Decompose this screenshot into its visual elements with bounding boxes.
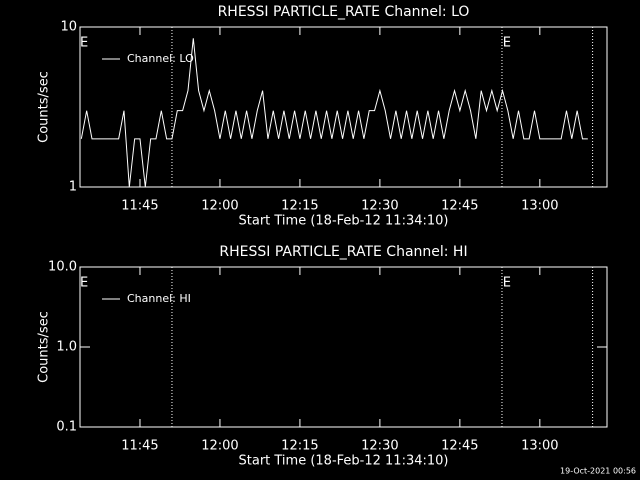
legend-label: Channel: HI (127, 292, 191, 305)
y-axis-label: Counts/sec (37, 311, 52, 383)
data-line (80, 38, 588, 188)
y-tick-label: 0.1 (56, 420, 77, 435)
chart-title: RHESSI PARTICLE_RATE Channel: LO (218, 4, 470, 20)
x-tick-label: 13:00 (521, 439, 558, 454)
plot-frame (79, 266, 608, 428)
x-axis-label: Start Time (18-Feb-12 11:34:10) (239, 454, 449, 469)
x-tick-label: 11:45 (121, 439, 158, 454)
y-tick-label: 10.0 (48, 260, 77, 275)
x-tick-label: 12:30 (361, 439, 398, 454)
x-tick-label: 12:15 (281, 439, 318, 454)
x-tick-label: 12:45 (441, 439, 478, 454)
x-tick-label: 12:15 (281, 199, 318, 214)
annotation: E (503, 36, 511, 51)
x-tick-label: 12:30 (361, 199, 398, 214)
x-axis-label: Start Time (18-Feb-12 11:34:10) (239, 214, 449, 229)
y-axis-label: Counts/sec (37, 71, 52, 143)
annotation: E (80, 276, 88, 291)
chart-title: RHESSI PARTICLE_RATE Channel: HI (219, 244, 467, 260)
annotation: E (503, 276, 511, 291)
x-tick-label: 12:00 (201, 199, 238, 214)
y-tick-label: 1 (69, 180, 77, 195)
x-tick-label: 11:45 (121, 199, 158, 214)
x-tick-label: 13:00 (521, 199, 558, 214)
y-tick-label: 1.0 (56, 340, 77, 355)
y-tick-label: 10 (60, 20, 77, 35)
x-tick-label: 12:00 (201, 439, 238, 454)
annotation: E (80, 36, 88, 51)
plot-frame (79, 26, 608, 188)
x-tick-label: 12:45 (441, 199, 478, 214)
footer: 19-Oct-2021 00:56 (560, 467, 636, 476)
legend-label: Channel: LO (127, 52, 194, 65)
